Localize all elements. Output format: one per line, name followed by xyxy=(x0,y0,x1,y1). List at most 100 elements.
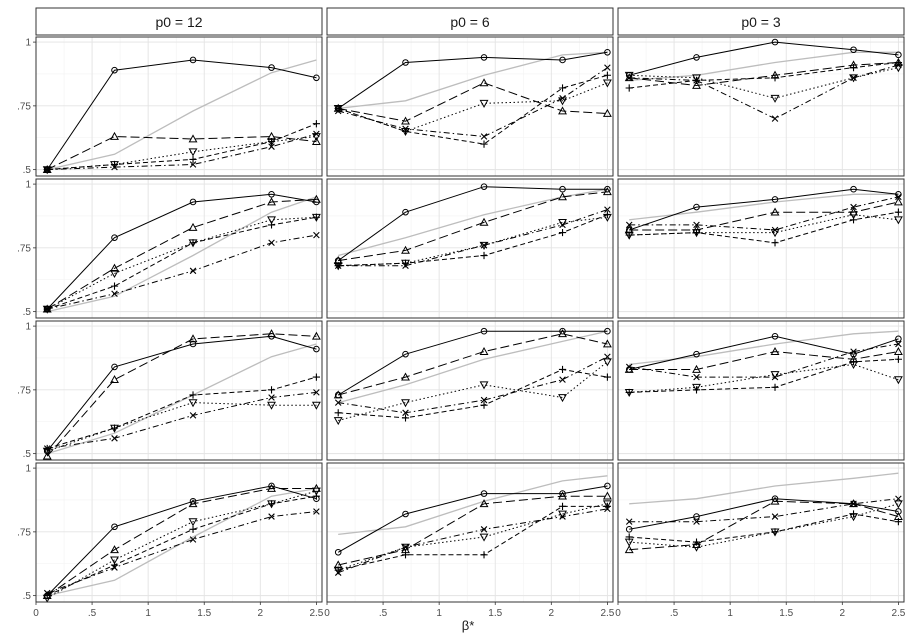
series-line-cross xyxy=(47,511,317,594)
series-line-circle xyxy=(337,485,608,553)
triangle-down-marker xyxy=(479,533,489,542)
cross-marker xyxy=(189,161,197,168)
cross-marker xyxy=(895,193,902,201)
plus-marker xyxy=(401,414,410,422)
y-tick-label: .5 xyxy=(23,591,32,602)
y-tick-label: .75 xyxy=(17,385,31,396)
cross-marker xyxy=(771,513,779,520)
cross-marker xyxy=(402,262,409,269)
plus-marker xyxy=(771,74,779,82)
series-line-cross xyxy=(338,209,608,267)
cross-marker xyxy=(402,125,409,133)
x-tick-label: 0 xyxy=(33,608,39,619)
circle-marker xyxy=(693,54,700,61)
plus-marker xyxy=(334,409,342,417)
cross-marker xyxy=(111,435,118,442)
triangle-marker xyxy=(42,451,52,460)
plus-marker xyxy=(558,365,567,374)
series-line-cross xyxy=(629,196,899,231)
cross-marker xyxy=(850,348,857,355)
plus-marker xyxy=(110,424,119,432)
panel-border xyxy=(326,36,614,177)
plus-marker xyxy=(849,510,858,518)
circle-marker xyxy=(313,345,320,353)
panel-border xyxy=(35,178,323,319)
circle-marker xyxy=(895,335,902,343)
series-line-cross xyxy=(338,356,608,414)
triangle-down-marker xyxy=(479,381,489,390)
series-line-circle xyxy=(46,485,317,596)
triangle-down-marker xyxy=(311,487,321,496)
plus-marker xyxy=(771,383,779,391)
cross-marker xyxy=(693,518,700,525)
triangle-marker xyxy=(311,331,321,340)
series-line-reference xyxy=(629,472,899,505)
series-line-invtriangle xyxy=(338,361,608,421)
triangle-marker xyxy=(110,545,119,554)
cross-marker xyxy=(268,239,275,247)
circle-marker xyxy=(895,508,902,515)
series-line-cross xyxy=(47,133,317,171)
triangle-down-marker xyxy=(479,99,489,108)
series-line-triangle xyxy=(46,333,317,457)
x-tick-label: 2.5 xyxy=(600,608,614,619)
triangle-down-marker xyxy=(110,556,119,565)
triangle-marker xyxy=(479,499,489,508)
circle-marker xyxy=(402,208,409,216)
cross-marker xyxy=(111,163,118,171)
series-line-triangle xyxy=(629,201,899,231)
plus-marker xyxy=(603,71,611,79)
series-line-reference xyxy=(338,51,608,110)
circle-marker xyxy=(771,333,779,340)
y-axis-tick-labels: .5 .75 1 .5 .75 1 .5 .75 1 .5 .75 1 xyxy=(17,38,36,602)
circle-marker xyxy=(559,327,566,335)
x-tick-label: 1.5 xyxy=(779,608,793,619)
facet-strip-label: p0 = 3 xyxy=(741,14,781,30)
cross-marker xyxy=(559,94,566,102)
triangle-marker xyxy=(110,131,119,140)
x-tick-label: .5 xyxy=(670,608,679,619)
circle-marker xyxy=(111,234,118,241)
cross-marker xyxy=(625,363,633,371)
triangle-down-marker xyxy=(188,399,198,408)
triangle-marker xyxy=(602,108,612,117)
panel-border xyxy=(617,178,905,319)
facet-strip xyxy=(326,7,614,36)
series-line-circle xyxy=(629,41,899,76)
cross-marker xyxy=(693,77,700,84)
panel-background xyxy=(36,321,322,460)
facet-strip-label: p0 = 6 xyxy=(450,14,490,30)
x-tick-label: 2.5 xyxy=(309,608,323,619)
facet-panel xyxy=(617,320,905,461)
series-line-reference xyxy=(47,196,317,313)
series-line-circle xyxy=(629,188,899,231)
cross-marker xyxy=(313,130,320,138)
x-axis-tick-labels: 0.5 1 1.5 2 2.5 0.5 1 1.5 2 2.5 0.5 1 1.5 2 2.5 xyxy=(33,602,906,619)
x-tick-label: 2.5 xyxy=(891,608,905,619)
plus-marker xyxy=(267,500,276,508)
triangle-marker xyxy=(188,499,198,508)
circle-marker xyxy=(895,51,902,59)
triangle-marker xyxy=(602,491,612,500)
facet-panels xyxy=(35,36,905,603)
circle-marker xyxy=(693,513,700,520)
plus-marker xyxy=(771,239,779,247)
facet-panel xyxy=(617,178,905,319)
cross-marker xyxy=(313,508,320,515)
plus-marker xyxy=(558,84,567,92)
panel-background xyxy=(618,463,904,602)
facet-panel xyxy=(35,462,323,603)
series-line-triangle xyxy=(629,351,899,370)
plus-marker xyxy=(189,239,197,247)
series-line-reference xyxy=(338,475,608,536)
cross-marker xyxy=(402,543,409,551)
panel-border xyxy=(617,36,905,177)
circle-marker xyxy=(771,38,779,46)
plus-marker xyxy=(267,137,276,146)
series-line-triangle xyxy=(46,488,317,597)
triangle-marker xyxy=(558,329,567,338)
triangle-down-marker xyxy=(558,394,567,403)
facet-strip-label: p0 = 12 xyxy=(155,14,202,30)
panel-border xyxy=(617,462,905,603)
